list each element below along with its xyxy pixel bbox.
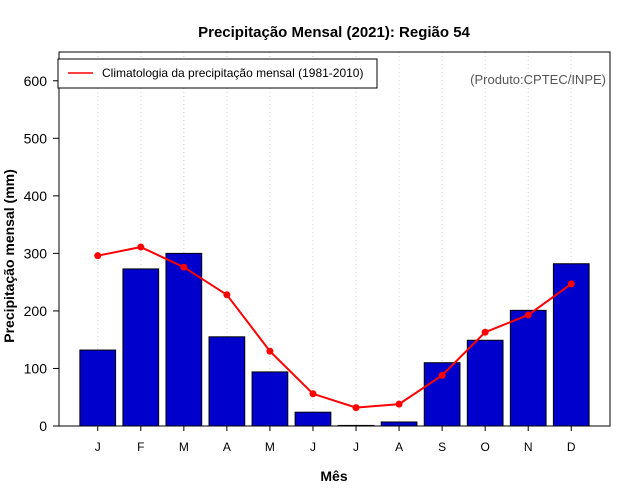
climatology-line bbox=[97, 246, 572, 409]
climatology-point-4 bbox=[223, 291, 231, 299]
bar-3 bbox=[165, 252, 203, 427]
x-tick-label-1: J bbox=[95, 440, 101, 454]
x-tick-label-10: O bbox=[480, 440, 489, 454]
climatology-point-9 bbox=[438, 371, 446, 379]
bar-5 bbox=[251, 371, 289, 427]
x-tick-label-6: J bbox=[310, 440, 316, 454]
climatology-point-12 bbox=[567, 280, 575, 288]
bar-2 bbox=[122, 268, 160, 427]
climatology-line-group bbox=[94, 243, 575, 412]
bar-8 bbox=[380, 421, 418, 427]
bar-1 bbox=[79, 349, 117, 427]
legend-box bbox=[57, 58, 378, 89]
x-tick-label-11: N bbox=[524, 440, 533, 454]
bar-4 bbox=[208, 336, 246, 427]
climatology-point-7 bbox=[352, 404, 360, 412]
x-tick-label-3: M bbox=[179, 440, 189, 454]
x-tick-label-4: A bbox=[223, 440, 231, 454]
y-axis-title: Precipitação mensal (mm) bbox=[1, 169, 17, 343]
y-tick-label-500: 500 bbox=[24, 130, 48, 146]
y-axis: 0 100 200 300 400 500 600 bbox=[24, 73, 59, 434]
x-tick-label-12: D bbox=[567, 440, 576, 454]
bar-6 bbox=[294, 411, 332, 427]
y-tick-label-100: 100 bbox=[24, 360, 48, 376]
legend: Climatologia da precipitação mensal (198… bbox=[57, 58, 378, 89]
climatology-point-5 bbox=[266, 347, 274, 355]
y-tick-label-200: 200 bbox=[24, 303, 48, 319]
x-tick-label-5: M bbox=[265, 440, 275, 454]
bars-group bbox=[79, 252, 590, 427]
y-tick-label-0: 0 bbox=[39, 418, 47, 434]
y-tick-label-300: 300 bbox=[24, 245, 48, 261]
x-tick-label-2: F bbox=[137, 440, 144, 454]
bar-12 bbox=[552, 263, 590, 427]
climatology-point-11 bbox=[524, 311, 532, 319]
climatology-point-6 bbox=[309, 390, 317, 398]
plot-border bbox=[58, 51, 611, 427]
x-axis-title: Mês bbox=[320, 468, 347, 484]
chart-title: Precipitação Mensal (2021): Região 54 bbox=[198, 24, 470, 41]
climatology-point-3 bbox=[180, 263, 188, 271]
climatology-point-2 bbox=[137, 243, 145, 251]
x-tick-label-8: A bbox=[395, 440, 403, 454]
climatology-point-1 bbox=[94, 252, 102, 260]
climatology-point-8 bbox=[395, 400, 403, 408]
climatology-point-10 bbox=[481, 328, 489, 336]
y-tick-label-400: 400 bbox=[24, 188, 48, 204]
bar-10 bbox=[466, 339, 504, 427]
y-tick-label-600: 600 bbox=[24, 73, 48, 89]
source-credit: (Produto:CPTEC/INPE) bbox=[470, 72, 606, 87]
x-tick-label-7: J bbox=[353, 440, 359, 454]
x-tick-label-9: S bbox=[438, 440, 446, 454]
bar-11 bbox=[509, 309, 547, 427]
legend-label-climatology: Climatologia da precipitação mensal (198… bbox=[102, 66, 363, 80]
